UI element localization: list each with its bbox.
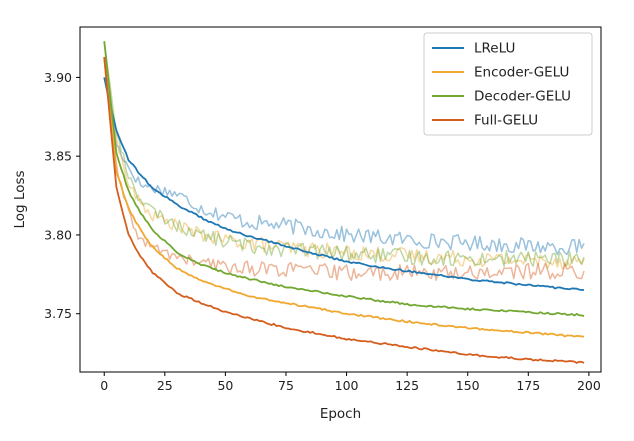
noisy-series-group xyxy=(103,41,585,282)
legend-label-decoder-gelu: Decoder-GELU xyxy=(474,89,571,105)
y-tick-label: 3.90 xyxy=(44,70,72,85)
x-axis-ticks: 0 25 50 75 100 125 150 175 200 xyxy=(100,372,601,393)
x-tick-label: 75 xyxy=(278,378,294,393)
series-line-decoder-gelu xyxy=(103,41,585,317)
x-tick-label: 175 xyxy=(516,378,540,393)
x-tick-label: 200 xyxy=(577,378,601,393)
y-tick-label: 3.85 xyxy=(44,149,72,164)
x-axis-label: Epoch xyxy=(320,406,361,422)
x-tick-label: 50 xyxy=(217,378,233,393)
series-raw-lrelu xyxy=(103,77,585,256)
x-tick-label: 125 xyxy=(395,378,419,393)
series-raw-full-gelu xyxy=(103,56,585,282)
x-tick-label: 25 xyxy=(157,378,173,393)
legend-frame xyxy=(423,32,593,136)
series-line-encoder-gelu xyxy=(103,58,585,338)
x-tick-label: 150 xyxy=(456,378,480,393)
series-line-full-gelu xyxy=(103,56,585,364)
legend-label-full-gelu: Full-GELU xyxy=(474,113,538,129)
y-axis-ticks: 3.75 3.80 3.85 3.90 xyxy=(44,70,80,321)
smooth-series-group xyxy=(103,41,585,364)
y-axis-label: Log Loss xyxy=(12,170,28,228)
y-tick-label: 3.80 xyxy=(44,227,72,242)
x-tick-label: 0 xyxy=(100,378,108,393)
series-line-lrelu xyxy=(103,77,585,291)
legend: LReLU Encoder-GELU Decoder-GELU Full-GEL… xyxy=(423,32,593,136)
y-tick-label: 3.75 xyxy=(44,306,72,321)
series-raw-encoder-gelu xyxy=(103,58,585,270)
legend-label-encoder-gelu: Encoder-GELU xyxy=(474,65,569,81)
legend-label-lrelu: LReLU xyxy=(474,41,515,57)
series-raw-decoder-gelu xyxy=(103,41,585,268)
x-tick-label: 100 xyxy=(335,378,359,393)
plot-frame xyxy=(79,26,602,373)
